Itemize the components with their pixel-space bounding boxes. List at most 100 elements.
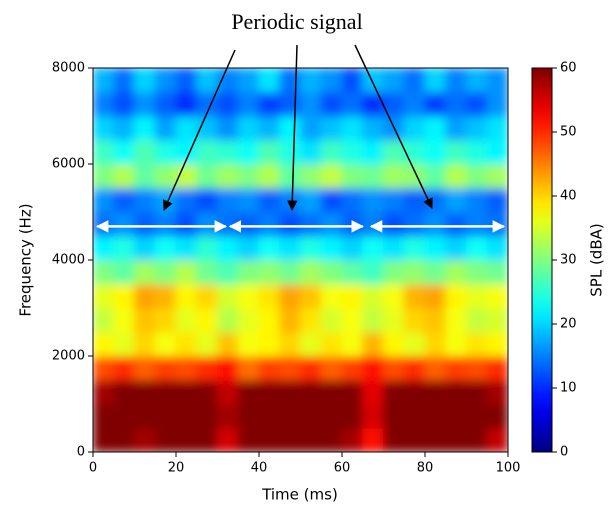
cell	[134, 187, 156, 213]
cell	[466, 68, 488, 93]
cell	[362, 91, 384, 117]
cell	[175, 283, 198, 309]
cell	[466, 139, 488, 165]
cell	[403, 331, 426, 357]
cell	[320, 379, 343, 405]
x-axis-label: Time (ms)	[261, 486, 338, 504]
cell	[237, 139, 260, 165]
cell	[341, 163, 364, 189]
cell	[466, 307, 488, 333]
cell	[486, 355, 508, 381]
cell	[320, 115, 343, 141]
cell	[383, 235, 405, 261]
cell	[403, 163, 426, 189]
cell	[300, 355, 322, 381]
cell	[175, 235, 198, 261]
cell	[258, 427, 281, 452]
cell	[445, 91, 467, 117]
cell	[279, 355, 301, 381]
cell	[237, 91, 260, 117]
cell	[341, 235, 364, 261]
cell	[154, 307, 177, 333]
cell	[237, 115, 260, 141]
cell	[154, 139, 177, 165]
cell	[486, 187, 508, 213]
cell	[196, 283, 218, 309]
cell	[279, 307, 301, 333]
cell	[217, 187, 239, 213]
cell	[237, 187, 260, 213]
colorbar-tick-label: 20	[560, 317, 577, 332]
cell	[403, 115, 426, 141]
cell	[341, 139, 364, 165]
cell	[279, 163, 301, 189]
cell	[134, 259, 156, 285]
cell	[175, 331, 198, 357]
cell	[445, 379, 467, 405]
cell	[383, 163, 405, 189]
cell	[154, 283, 177, 309]
cell	[258, 331, 281, 357]
annotation-arrow	[354, 44, 433, 209]
cell	[154, 115, 177, 141]
cell	[237, 163, 260, 189]
cell	[217, 379, 239, 405]
cell	[175, 259, 198, 285]
cell	[217, 163, 239, 189]
cell	[279, 235, 301, 261]
cell	[341, 259, 364, 285]
cell	[154, 211, 177, 237]
cell	[279, 139, 301, 165]
cell	[175, 187, 198, 213]
cell	[424, 379, 447, 405]
cell	[93, 355, 115, 381]
cell	[466, 355, 488, 381]
cell	[300, 379, 322, 405]
cell	[300, 163, 322, 189]
cell	[383, 68, 405, 93]
cell	[93, 427, 115, 452]
cell	[466, 115, 488, 141]
colorbar-tick-label: 50	[560, 125, 577, 140]
cell	[486, 331, 508, 357]
y-tick-label: 4000	[52, 253, 85, 268]
cell	[320, 403, 343, 429]
cell	[93, 139, 115, 165]
cell	[217, 139, 239, 165]
cell	[134, 68, 156, 93]
cell	[217, 331, 239, 357]
cell	[383, 427, 405, 452]
cell	[341, 403, 364, 429]
cell	[237, 307, 260, 333]
cell	[466, 163, 488, 189]
cell	[486, 283, 508, 309]
cell	[134, 403, 156, 429]
cell	[424, 283, 447, 309]
cell	[341, 355, 364, 381]
cell	[258, 403, 281, 429]
cell	[279, 68, 301, 93]
cell	[279, 259, 301, 285]
cell	[403, 283, 426, 309]
cell	[93, 211, 115, 237]
cell	[196, 427, 218, 452]
cell	[320, 355, 343, 381]
cell	[258, 259, 281, 285]
cell	[300, 259, 322, 285]
cell	[486, 379, 508, 405]
cell	[403, 91, 426, 117]
cell	[93, 403, 115, 429]
cell	[175, 427, 198, 452]
cell	[175, 163, 198, 189]
cell	[93, 379, 115, 405]
cell	[300, 115, 322, 141]
cell	[217, 427, 239, 452]
cell	[486, 163, 508, 189]
colorbar-tick-label: 40	[560, 189, 577, 204]
cell	[424, 235, 447, 261]
cell	[424, 115, 447, 141]
cell	[154, 187, 177, 213]
cell	[486, 139, 508, 165]
cell	[300, 211, 322, 237]
cell	[258, 355, 281, 381]
